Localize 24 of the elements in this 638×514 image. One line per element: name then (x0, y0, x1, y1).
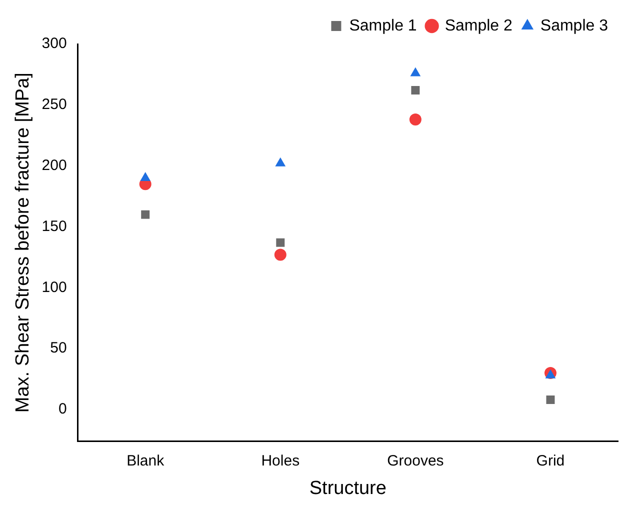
legend-label: Sample 2 (444, 17, 513, 34)
point (546, 396, 555, 404)
point (545, 369, 556, 378)
y-axis-title: Max. Shear Stress before fracture [MPa] (12, 72, 34, 413)
y-tick-label: 50 (50, 340, 67, 357)
point (411, 86, 420, 95)
point (141, 210, 150, 219)
x-tick-label: Holes (261, 452, 300, 470)
point (274, 248, 286, 261)
y-tick-label: 100 (42, 278, 67, 296)
y-tick-label: 300 (42, 35, 67, 52)
y-tick-label: 200 (42, 156, 67, 174)
legend-label: Sample 1 (349, 17, 417, 34)
x-tick-label: Grooves (387, 452, 444, 470)
x-axis-title: Structure (309, 478, 386, 499)
y-tick-label: 250 (42, 96, 67, 114)
x-tick-label: Grid (536, 452, 565, 470)
legend-label: Sample 3 (540, 17, 608, 34)
point (276, 238, 285, 247)
point (409, 114, 422, 126)
y-tick-label: 150 (42, 218, 67, 235)
point (140, 172, 151, 182)
x-tick-label: Blank (126, 452, 165, 470)
y-tick-label: 0 (58, 400, 67, 418)
